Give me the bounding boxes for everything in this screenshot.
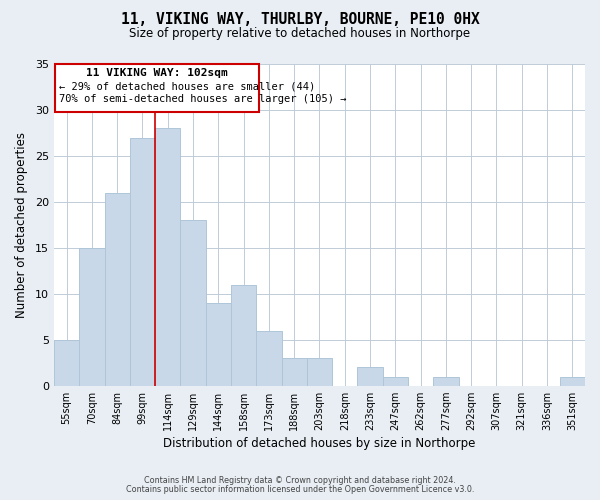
- Text: ← 29% of detached houses are smaller (44): ← 29% of detached houses are smaller (44…: [59, 82, 315, 92]
- Bar: [307, 358, 332, 386]
- Bar: [104, 192, 130, 386]
- Y-axis label: Number of detached properties: Number of detached properties: [15, 132, 28, 318]
- Bar: [281, 358, 307, 386]
- Text: 11, VIKING WAY, THURLBY, BOURNE, PE10 0HX: 11, VIKING WAY, THURLBY, BOURNE, PE10 0H…: [121, 12, 479, 28]
- Bar: [130, 138, 155, 386]
- Bar: [206, 303, 231, 386]
- Text: Contains public sector information licensed under the Open Government Licence v3: Contains public sector information licen…: [126, 485, 474, 494]
- Text: 70% of semi-detached houses are larger (105) →: 70% of semi-detached houses are larger (…: [59, 94, 346, 104]
- Bar: [155, 128, 181, 386]
- Bar: [433, 376, 458, 386]
- Text: Size of property relative to detached houses in Northorpe: Size of property relative to detached ho…: [130, 28, 470, 40]
- Bar: [79, 248, 104, 386]
- X-axis label: Distribution of detached houses by size in Northorpe: Distribution of detached houses by size …: [163, 437, 476, 450]
- Bar: [231, 284, 256, 386]
- Bar: [256, 330, 281, 386]
- Bar: [383, 376, 408, 386]
- Bar: [358, 368, 383, 386]
- Bar: [560, 376, 585, 386]
- Bar: [54, 340, 79, 386]
- Text: Contains HM Land Registry data © Crown copyright and database right 2024.: Contains HM Land Registry data © Crown c…: [144, 476, 456, 485]
- Text: 11 VIKING WAY: 102sqm: 11 VIKING WAY: 102sqm: [86, 68, 228, 78]
- Bar: [181, 220, 206, 386]
- Bar: [55, 64, 259, 112]
